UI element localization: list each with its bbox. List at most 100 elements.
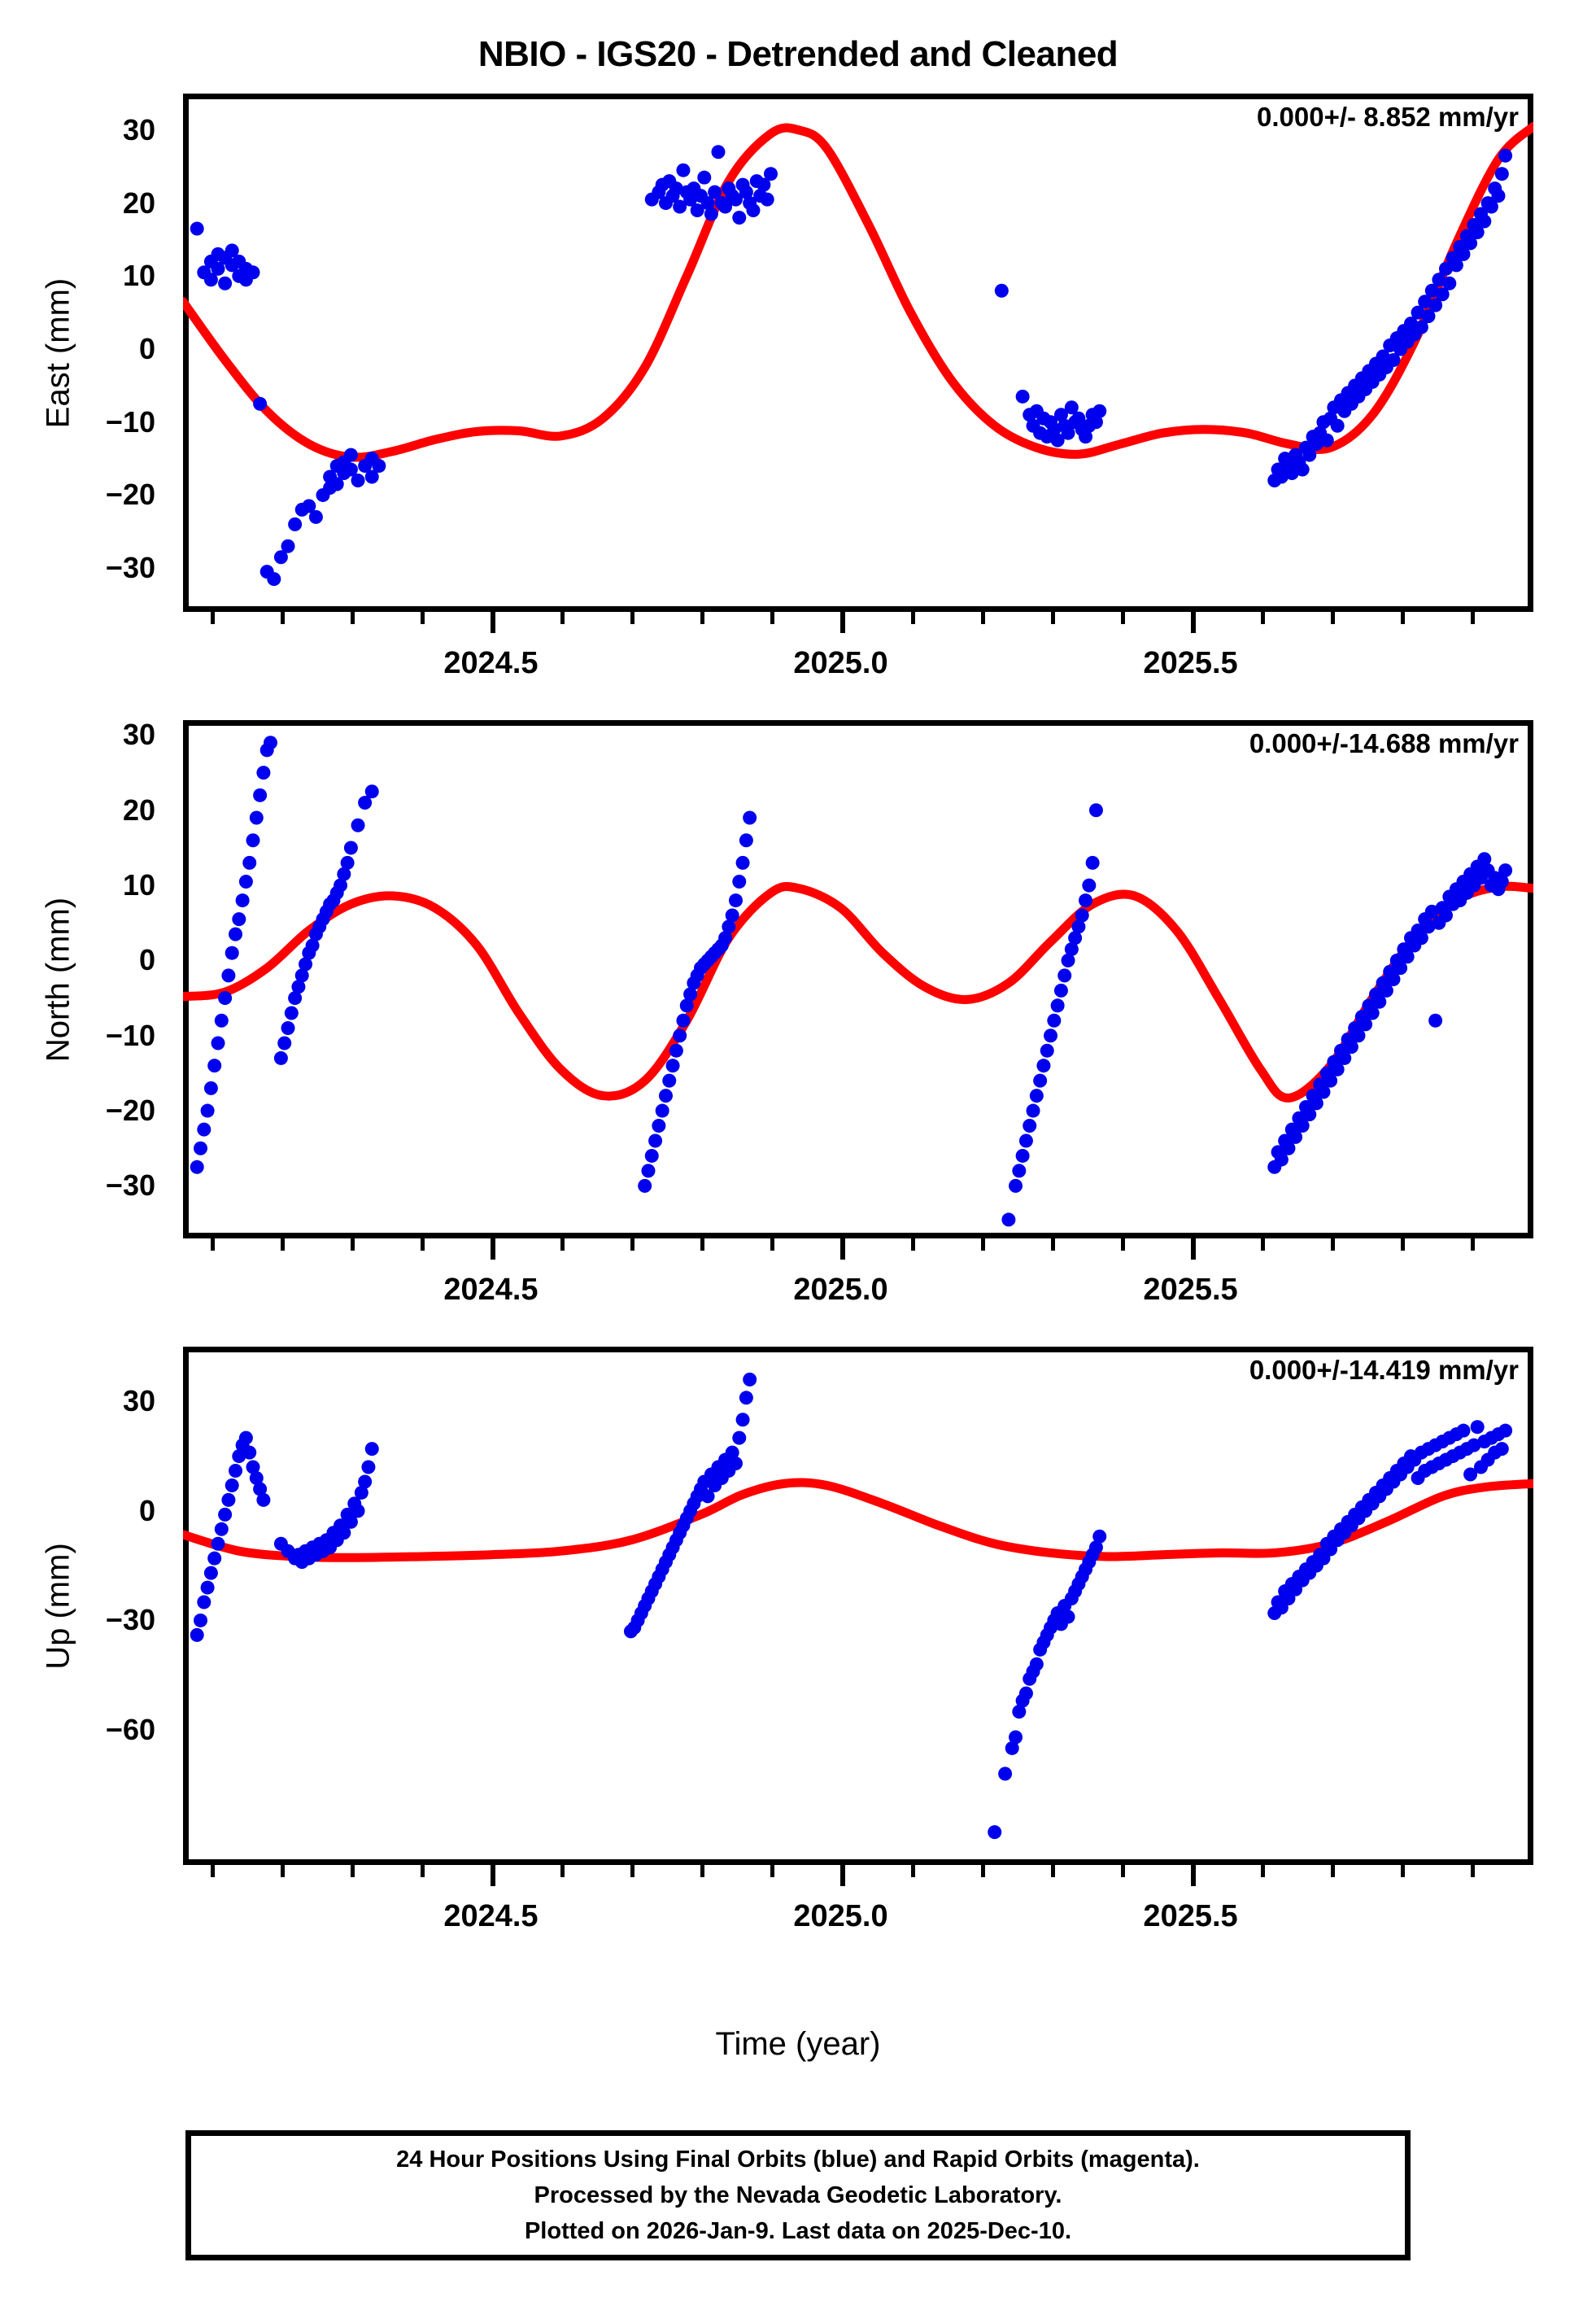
x-tick-minor [630, 1865, 635, 1877]
x-tick-minor [421, 612, 425, 624]
y-tick-label: 30 [122, 718, 155, 752]
panel-up: 0.000+/-14.419 mm/yr [183, 1347, 1533, 1865]
x-tick-minor [281, 612, 286, 624]
y-tick-label: 30 [122, 112, 155, 146]
y-tick-label: −30 [105, 551, 155, 585]
x-tick-minor [770, 1238, 775, 1251]
x-tick-minor [421, 1865, 425, 1877]
model-fit-curve [183, 881, 1533, 1103]
x-tick-minor [560, 612, 565, 624]
y-tick-label: −30 [105, 1168, 155, 1203]
x-tick-minor [630, 612, 635, 624]
rate-annotation-up: 0.000+/-14.419 mm/yr [1249, 1355, 1519, 1385]
x-tick-minor [1260, 612, 1265, 624]
panel-east: 0.000+/- 8.852 mm/yr [183, 94, 1533, 612]
axis-label-east: East (mm) [40, 277, 76, 428]
y-tick-label: 0 [138, 332, 155, 365]
scatter-points [190, 1372, 1513, 1840]
x-tick-minor [980, 612, 985, 624]
x-tick-minor [560, 1865, 565, 1877]
y-tick-label: −10 [105, 404, 155, 439]
x-tick-minor [1470, 1865, 1475, 1877]
rate-annotation-east: 0.000+/- 8.852 mm/yr [1257, 102, 1519, 132]
x-tick-major [840, 1865, 846, 1886]
x-tick-minor [1050, 1238, 1055, 1251]
panel-east-plot [183, 121, 1533, 587]
x-tick-label: 2025.5 [1143, 646, 1238, 680]
y-tick-label: 20 [122, 186, 155, 220]
rate-annotation-north: 0.000+/-14.688 mm/yr [1249, 728, 1519, 758]
x-tick-minor [1470, 612, 1475, 624]
x-tick-major [1190, 1238, 1196, 1260]
x-tick-minor [770, 1865, 775, 1877]
x-tick-label: 2025.0 [793, 1273, 888, 1307]
x-tick-major [1190, 1865, 1196, 1886]
x-tick-label: 2025.0 [793, 1899, 888, 1933]
x-tick-minor [351, 1238, 355, 1251]
x-tick-minor [700, 1238, 705, 1251]
x-tick-minor [910, 612, 915, 624]
x-tick-minor [1330, 1865, 1335, 1877]
x-tick-minor [351, 1865, 355, 1877]
x-tick-minor [1260, 1238, 1265, 1251]
panel-north-frame [183, 720, 1533, 1238]
x-tick-minor [281, 1238, 286, 1251]
x-tick-minor [700, 1865, 705, 1877]
y-tick-label: −10 [105, 1018, 155, 1052]
panel-up-frame [183, 1347, 1533, 1865]
caption-line-2: Processed by the Nevada Geodetic Laborat… [534, 2182, 1062, 2208]
x-tick-minor [1330, 612, 1335, 624]
x-tick-minor [211, 612, 216, 624]
x-tick-major [840, 612, 846, 633]
x-tick-minor [560, 1238, 565, 1251]
y-tick-label: 30 [122, 1384, 155, 1418]
panel-east-frame [183, 94, 1533, 612]
x-tick-label: 2025.5 [1143, 1273, 1238, 1307]
x-tick-minor [1400, 1865, 1405, 1877]
x-tick-minor [700, 612, 705, 624]
x-tick-major [491, 1865, 496, 1886]
y-tick-label: −20 [105, 478, 155, 512]
x-tick-major [1190, 612, 1196, 633]
y-tick-label: −30 [105, 1603, 155, 1637]
axis-label-up: Up (mm) [40, 1542, 76, 1670]
x-tick-minor [1120, 612, 1125, 624]
y-tick-label: 0 [138, 943, 155, 977]
y-tick-label: 20 [122, 793, 155, 827]
x-tick-minor [1260, 1865, 1265, 1877]
x-tick-minor [910, 1238, 915, 1251]
x-tick-minor [910, 1865, 915, 1877]
x-tick-label: 2024.5 [443, 1899, 539, 1933]
x-tick-minor [421, 1238, 425, 1251]
x-tick-major [491, 612, 496, 633]
scatter-points [190, 145, 1513, 587]
y-tick-label: −60 [105, 1713, 155, 1747]
x-tick-minor [1470, 1238, 1475, 1251]
x-tick-minor [1050, 612, 1055, 624]
scatter-points [190, 736, 1513, 1227]
x-tick-label: 2024.5 [443, 1273, 539, 1307]
panel-north-plot [183, 736, 1533, 1227]
x-tick-minor [1050, 1865, 1055, 1877]
x-tick-minor [211, 1865, 216, 1877]
caption-line-3: Plotted on 2026-Jan-9. Last data on 2025… [524, 2218, 1072, 2245]
x-tick-major [840, 1238, 846, 1260]
x-tick-minor [1400, 612, 1405, 624]
y-tick-label: 10 [122, 868, 155, 902]
x-tick-minor [1330, 1238, 1335, 1251]
y-tick-label: 0 [138, 1493, 155, 1527]
panel-north: 0.000+/-14.688 mm/yr [183, 720, 1533, 1238]
x-tick-minor [1120, 1238, 1125, 1251]
x-tick-minor [351, 612, 355, 624]
x-tick-minor [980, 1865, 985, 1877]
x-tick-minor [630, 1238, 635, 1251]
x-tick-label: 2025.0 [793, 646, 888, 680]
x-tick-minor [770, 612, 775, 624]
x-tick-label: 2025.5 [1143, 1899, 1238, 1933]
caption-line-1: 24 Hour Positions Using Final Orbits (bl… [396, 2146, 1200, 2173]
y-tick-label: −20 [105, 1094, 155, 1128]
x-tick-minor [1400, 1238, 1405, 1251]
x-tick-major [491, 1238, 496, 1260]
model-fit-curve [183, 121, 1533, 462]
